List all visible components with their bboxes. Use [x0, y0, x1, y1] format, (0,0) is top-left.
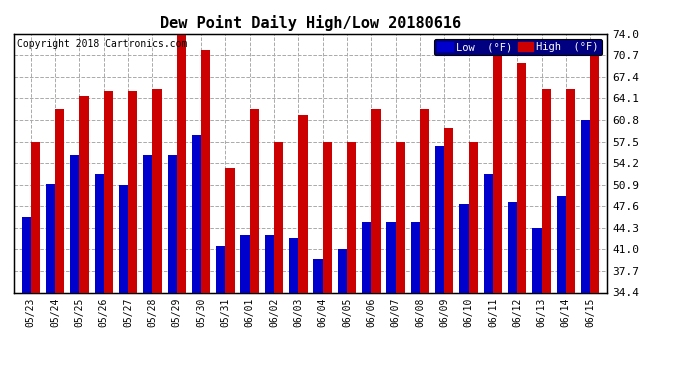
- Bar: [240, 235, 250, 292]
- Bar: [323, 142, 332, 292]
- Bar: [192, 135, 201, 292]
- Bar: [411, 222, 420, 292]
- Bar: [532, 228, 542, 292]
- Bar: [493, 53, 502, 292]
- Bar: [298, 116, 308, 292]
- Legend: Low  (°F), High  (°F): Low (°F), High (°F): [434, 39, 602, 56]
- Bar: [581, 120, 590, 292]
- Bar: [55, 109, 64, 292]
- Bar: [386, 222, 395, 292]
- Bar: [313, 259, 323, 292]
- Bar: [104, 91, 113, 292]
- Text: Copyright 2018 Cartronics.com: Copyright 2018 Cartronics.com: [17, 39, 187, 49]
- Bar: [395, 142, 405, 292]
- Bar: [226, 168, 235, 292]
- Bar: [337, 249, 347, 292]
- Bar: [177, 26, 186, 293]
- Bar: [444, 129, 453, 292]
- Bar: [79, 96, 89, 292]
- Bar: [46, 184, 55, 292]
- Bar: [460, 204, 469, 292]
- Bar: [289, 238, 298, 292]
- Bar: [420, 109, 429, 292]
- Bar: [371, 109, 381, 292]
- Bar: [435, 146, 444, 292]
- Bar: [557, 196, 566, 292]
- Bar: [590, 44, 600, 292]
- Bar: [274, 142, 284, 292]
- Bar: [362, 222, 371, 292]
- Bar: [201, 50, 210, 292]
- Bar: [128, 91, 137, 292]
- Bar: [119, 185, 128, 292]
- Bar: [566, 89, 575, 292]
- Bar: [347, 142, 356, 292]
- Bar: [508, 202, 518, 292]
- Bar: [31, 142, 40, 292]
- Title: Dew Point Daily High/Low 20180616: Dew Point Daily High/Low 20180616: [160, 15, 461, 31]
- Bar: [168, 154, 177, 292]
- Bar: [21, 217, 31, 292]
- Bar: [144, 154, 152, 292]
- Bar: [469, 142, 477, 292]
- Bar: [484, 174, 493, 292]
- Bar: [95, 174, 103, 292]
- Bar: [216, 246, 226, 292]
- Bar: [70, 154, 79, 292]
- Bar: [152, 89, 161, 292]
- Bar: [265, 235, 274, 292]
- Bar: [518, 63, 526, 292]
- Bar: [542, 89, 551, 292]
- Bar: [250, 109, 259, 292]
